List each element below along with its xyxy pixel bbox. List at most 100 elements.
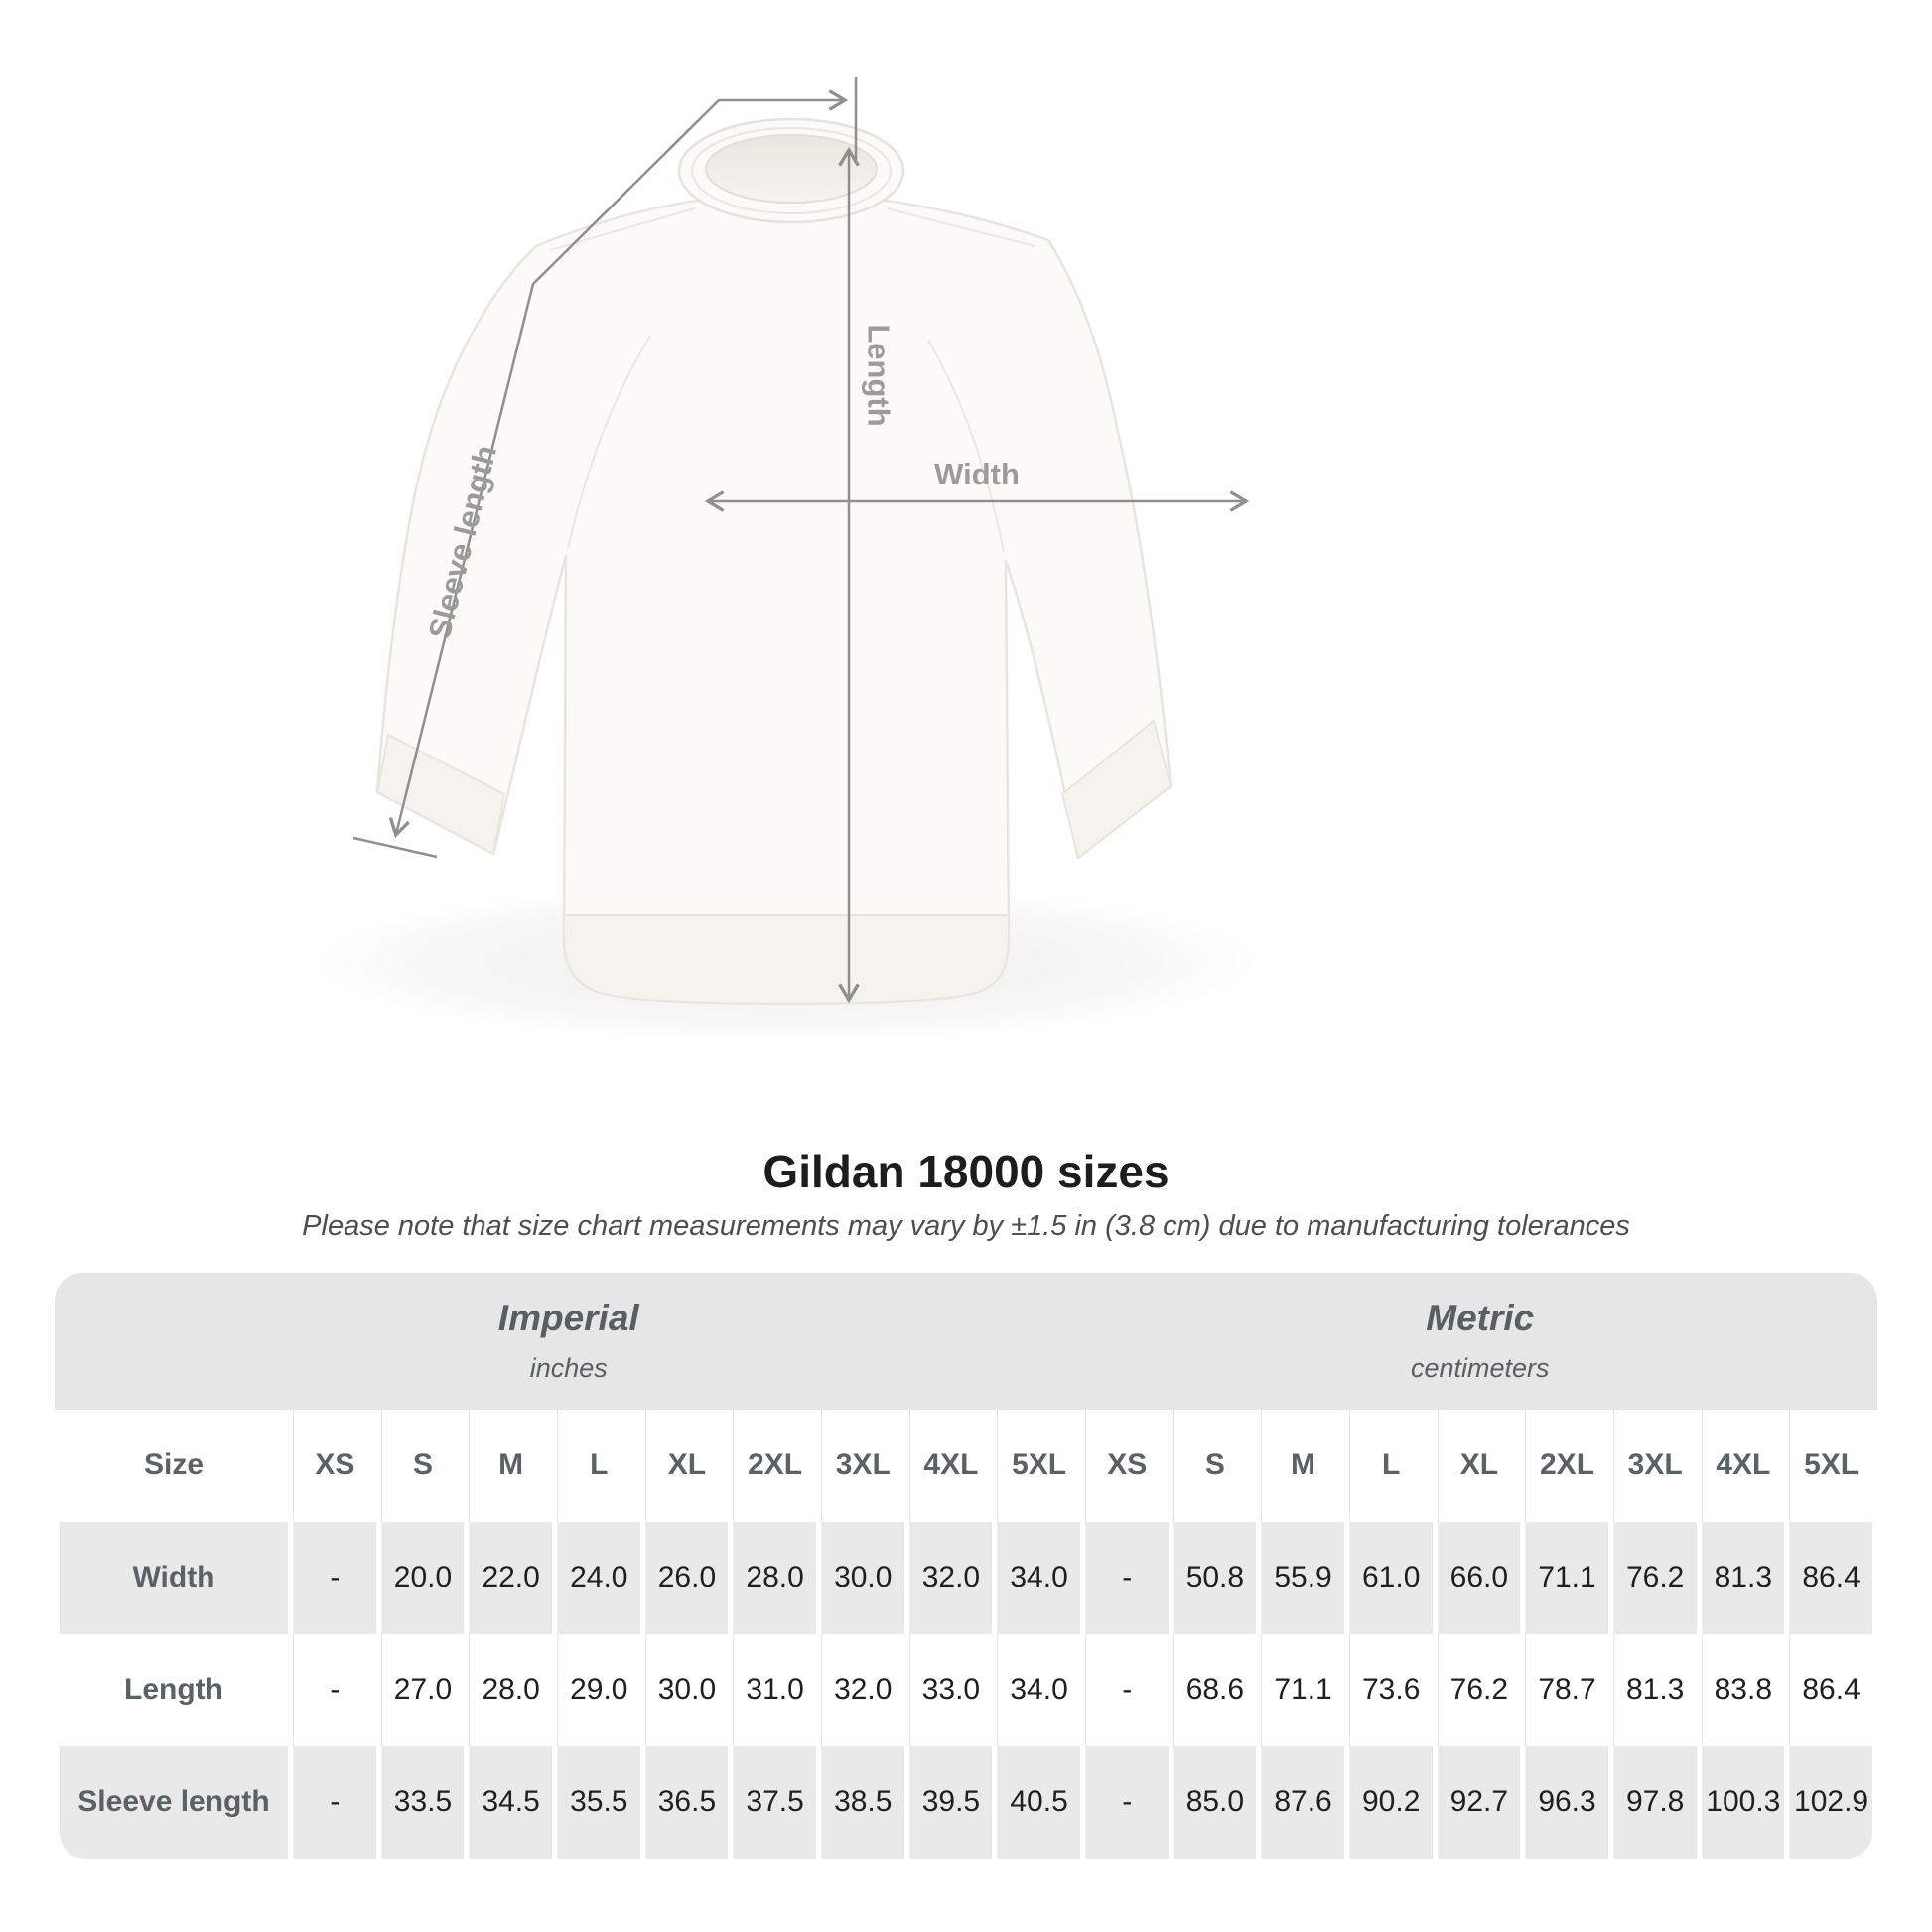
size-header-imperial: XS [293, 1409, 376, 1522]
width-imperial-cell: 20.0 [380, 1521, 465, 1634]
sweatshirt-body [375, 191, 1173, 1005]
sleeve-metric-cell: - [1084, 1745, 1169, 1859]
width-imperial-cell: 26.0 [644, 1521, 729, 1634]
width-imperial-cell: 34.0 [997, 1521, 1080, 1634]
sleeve-metric-cell: 87.6 [1261, 1745, 1344, 1859]
length-imperial-cell: 28.0 [469, 1633, 552, 1746]
unit-group-header: Imperial inches Metric centimeters [55, 1272, 1877, 1410]
sleeve-metric-cell: 97.8 [1612, 1745, 1697, 1859]
sleeve-imperial-cell: 39.5 [908, 1745, 993, 1859]
length-metric-cell: 76.2 [1437, 1633, 1521, 1746]
length-imperial-cell: 30.0 [644, 1633, 729, 1746]
length-row: Length - 27.0 28.0 29.0 30.0 31.0 32.0 3… [60, 1633, 1872, 1746]
length-imperial-cell: 34.0 [997, 1633, 1080, 1746]
width-imperial-cell: 32.0 [908, 1521, 993, 1634]
sleeve-imperial-cell: 33.5 [380, 1745, 465, 1859]
garment-diagram: Length Width Sleeve length [308, 77, 1261, 1042]
size-chart: Imperial inches Metric centimeters Size … [55, 1272, 1877, 1859]
width-imperial-cell: 24.0 [556, 1521, 640, 1634]
length-metric-cell: 83.8 [1701, 1633, 1785, 1746]
width-imperial-cell: 28.0 [733, 1521, 816, 1634]
size-header-imperial: 2XL [733, 1409, 816, 1522]
width-metric-cell: 55.9 [1261, 1521, 1344, 1634]
sleeve-metric-cell: 85.0 [1173, 1745, 1257, 1859]
size-header-metric: 3XL [1612, 1409, 1697, 1522]
size-header-metric: XL [1437, 1409, 1521, 1522]
size-header-imperial: 3XL [820, 1409, 904, 1522]
size-column-header: Size [60, 1409, 288, 1522]
width-metric-cell: 61.0 [1348, 1521, 1433, 1634]
sleeve-metric-cell: 96.3 [1525, 1745, 1608, 1859]
size-header-imperial: L [556, 1409, 640, 1522]
width-row: Width - 20.0 22.0 24.0 26.0 28.0 30.0 32… [60, 1521, 1872, 1634]
sleeve-length-arrow [388, 89, 849, 839]
size-header-metric: 4XL [1701, 1409, 1785, 1522]
size-header-metric: 2XL [1525, 1409, 1608, 1522]
length-label: Length [862, 324, 897, 426]
right-cuff [1060, 719, 1173, 860]
length-metric-cell: - [1084, 1633, 1169, 1746]
size-header-imperial: 5XL [997, 1409, 1080, 1522]
length-imperial-cell: - [293, 1633, 376, 1746]
size-header-imperial: 4XL [908, 1409, 993, 1522]
width-imperial-cell: 30.0 [820, 1521, 904, 1634]
tolerance-note: Please note that size chart measurements… [302, 1209, 1630, 1242]
sleeve-cuff-tick [352, 836, 438, 859]
size-header-imperial: S [380, 1409, 465, 1522]
imperial-unit: inches [529, 1353, 608, 1384]
width-metric-cell: 66.0 [1437, 1521, 1521, 1634]
row-label-length: Length [60, 1633, 288, 1746]
sleeve-metric-cell: 90.2 [1348, 1745, 1433, 1859]
size-header-metric: XS [1084, 1409, 1169, 1522]
length-metric-cell: 68.6 [1173, 1633, 1257, 1746]
imperial-label: Imperial [497, 1298, 639, 1339]
sweatshirt-illustration: Length Width Sleeve length [308, 77, 1261, 1042]
width-metric-cell: 76.2 [1612, 1521, 1697, 1634]
width-label: Width [934, 457, 1020, 491]
length-imperial-cell: 27.0 [380, 1633, 465, 1746]
sleeve-metric-cell: 102.9 [1789, 1745, 1872, 1859]
size-header-metric: M [1261, 1409, 1344, 1522]
width-metric-cell: 86.4 [1789, 1521, 1872, 1634]
hem-band [563, 914, 1010, 1005]
width-imperial-cell: 22.0 [469, 1521, 552, 1634]
page-title: Gildan 18000 sizes [762, 1146, 1170, 1197]
length-metric-cell: 78.7 [1525, 1633, 1608, 1746]
sleeve-metric-cell: 100.3 [1701, 1745, 1785, 1859]
sleeve-imperial-cell: 36.5 [644, 1745, 729, 1859]
width-imperial-cell: - [293, 1521, 376, 1634]
measurement-lines [352, 77, 1250, 1004]
row-label-sleeve-length: Sleeve length [60, 1745, 288, 1859]
length-metric-cell: 71.1 [1261, 1633, 1344, 1746]
row-label-width: Width [60, 1521, 288, 1634]
sleeve-metric-cell: 92.7 [1437, 1745, 1521, 1859]
sleeve-imperial-cell: 38.5 [820, 1745, 904, 1859]
sleeve-imperial-cell: - [293, 1745, 376, 1859]
width-metric-cell: - [1084, 1521, 1169, 1634]
sleeve-imperial-cell: 40.5 [997, 1745, 1080, 1859]
size-header-imperial: M [469, 1409, 552, 1522]
size-header-imperial: XL [644, 1409, 729, 1522]
size-header-row: Size XS S M L XL 2XL 3XL 4XL 5XL XS S M … [60, 1409, 1872, 1522]
size-header-metric: S [1173, 1409, 1257, 1522]
length-imperial-cell: 29.0 [556, 1633, 640, 1746]
width-metric-cell: 71.1 [1525, 1521, 1608, 1634]
size-header-metric: 5XL [1789, 1409, 1872, 1522]
metric-label: Metric [1426, 1298, 1535, 1339]
sleeve-imperial-cell: 34.5 [469, 1745, 552, 1859]
length-imperial-cell: 33.0 [908, 1633, 993, 1746]
length-metric-cell: 73.6 [1348, 1633, 1433, 1746]
sleeve-imperial-cell: 37.5 [733, 1745, 816, 1859]
width-metric-cell: 81.3 [1701, 1521, 1785, 1634]
metric-group-header: Metric centimeters [1083, 1273, 1877, 1410]
length-metric-cell: 86.4 [1789, 1633, 1872, 1746]
sleeve-imperial-cell: 35.5 [556, 1745, 640, 1859]
length-imperial-cell: 31.0 [733, 1633, 816, 1746]
sweatshirt-collar [677, 117, 905, 224]
length-imperial-cell: 32.0 [820, 1633, 904, 1746]
size-header-metric: L [1348, 1409, 1433, 1522]
metric-unit: centimeters [1410, 1353, 1550, 1384]
imperial-group-header: Imperial inches [55, 1273, 1083, 1410]
sleeve-length-row: Sleeve length - 33.5 34.5 35.5 36.5 37.5… [60, 1745, 1872, 1859]
size-table: Size XS S M L XL 2XL 3XL 4XL 5XL XS S M … [55, 1409, 1877, 1859]
